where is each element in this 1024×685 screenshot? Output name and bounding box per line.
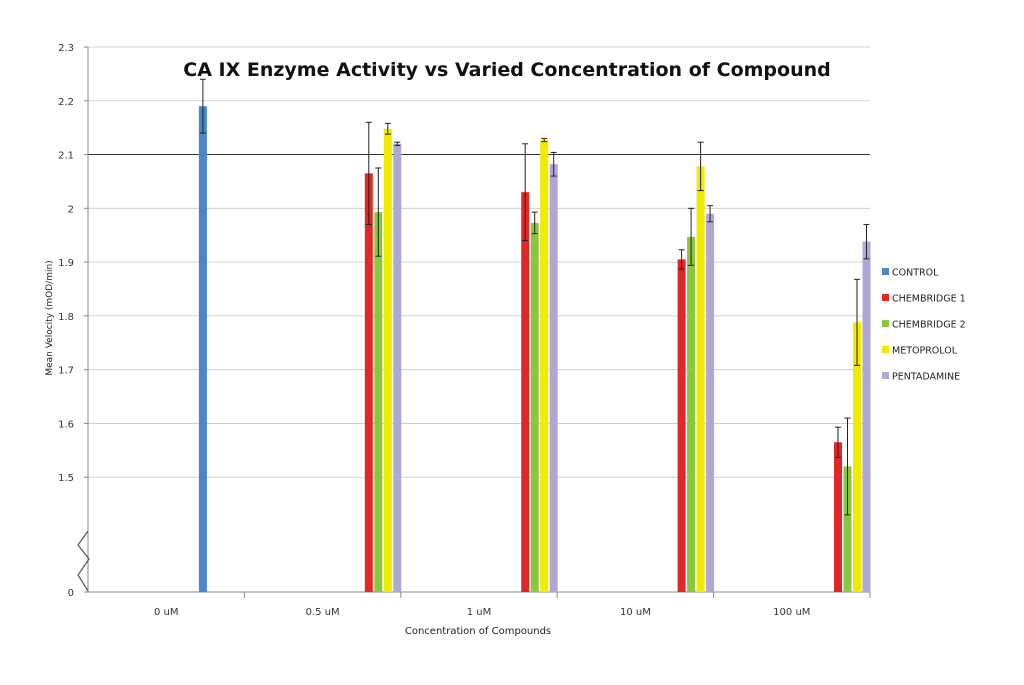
x-tick-label: 100 uM — [773, 607, 810, 618]
bar — [687, 236, 696, 592]
y-tick-label: 1.7 — [58, 366, 74, 377]
x-axis-label: Concentration of Compounds — [405, 626, 551, 637]
x-tick-label: 10 uM — [620, 607, 651, 618]
gridlines — [88, 46, 870, 478]
bar — [521, 192, 530, 592]
y-tick-label: 2 — [68, 204, 74, 215]
bars — [198, 106, 871, 593]
y-tick-label: 1.5 — [58, 473, 74, 484]
x-tick-labels: 0 uM 0.5 uM 1 uM 10 uM 100 uM — [154, 607, 810, 618]
legend-label: CONTROL — [892, 268, 939, 279]
legend-swatch — [882, 372, 889, 379]
bar — [383, 128, 392, 592]
y-tick-label: 1.9 — [58, 258, 74, 269]
legend-label: CHEMBRIDGE 2 — [892, 320, 966, 331]
bar — [364, 173, 373, 592]
legend-swatch — [882, 268, 889, 275]
axis-break-mark — [77, 530, 90, 592]
y-tick-label: 0 — [68, 588, 74, 599]
x-tick-label: 0 uM — [154, 607, 179, 618]
legend-label: METOPROLOL — [892, 346, 958, 357]
error-bars — [199, 78, 870, 516]
bar — [677, 259, 686, 592]
bar — [393, 143, 402, 593]
bar — [540, 140, 549, 592]
legend-swatch — [882, 346, 889, 353]
legend: CONTROL CHEMBRIDGE 1 CHEMBRIDGE 2 METOPROLO… — [882, 268, 966, 383]
legend-swatch — [882, 294, 889, 301]
bar — [706, 213, 715, 592]
bar — [198, 106, 207, 593]
x-tick-label: 1 uM — [467, 607, 492, 618]
y-tick-label: 1.6 — [58, 419, 74, 430]
bar — [696, 166, 705, 593]
bar — [843, 466, 852, 592]
y-tick-label: 2.2 — [58, 97, 74, 108]
chart-title: CA IX Enzyme Activity vs Varied Concentr… — [183, 59, 830, 81]
bar — [862, 241, 871, 593]
legend-swatch — [882, 320, 889, 327]
axes — [77, 46, 871, 598]
y-tick-label: 2.1 — [58, 151, 74, 162]
legend-label: PENTADAMINE — [892, 372, 960, 383]
y-axis-label: Mean Velocity (mOD/min) — [45, 260, 55, 375]
y-tick-label: 1.8 — [58, 312, 74, 323]
bar — [374, 212, 383, 592]
bar — [530, 222, 539, 592]
bar — [834, 442, 842, 592]
bar — [853, 322, 861, 592]
y-tick-label: 2.3 — [58, 43, 74, 54]
x-tick-label: 0.5 uM — [306, 607, 340, 618]
legend-label: CHEMBRIDGE 1 — [892, 294, 966, 305]
bar — [549, 164, 558, 593]
y-tick-labels: 0 1.5 1.6 1.7 1.8 1.9 2 2.1 2.2 2.3 — [58, 43, 74, 599]
